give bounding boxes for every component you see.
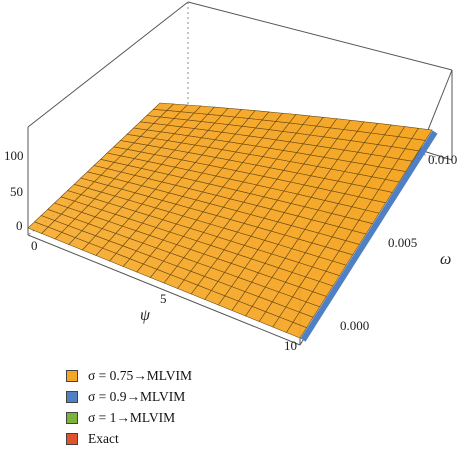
y-axis: 0.000 0.005 0.010 ω — [340, 152, 457, 333]
x-tick-label: 10 — [284, 338, 297, 353]
surface-series-2 — [300, 130, 438, 342]
legend-item: Exact — [66, 429, 192, 449]
surface-mesh — [27, 102, 438, 342]
legend-swatch — [66, 433, 78, 445]
y-tick-label: 0.005 — [388, 235, 417, 250]
z-tick-label: 50 — [10, 184, 23, 199]
z-tick-label: 0 — [16, 218, 23, 233]
legend-label: σ = 0.9→MLVIM — [88, 389, 186, 404]
legend: σ = 0.75→MLVIM σ = 0.9→MLVIM σ = 1→MLVIM… — [66, 366, 192, 450]
y-tick-label: 0.010 — [428, 152, 457, 167]
x-axis: 0 5 10 ψ — [31, 238, 297, 353]
legend-swatch — [66, 412, 78, 424]
legend-item: σ = 0.9→MLVIM — [66, 387, 192, 407]
legend-label: σ = 0.75→MLVIM — [88, 368, 193, 383]
legend-swatch — [66, 370, 78, 382]
legend-item: σ = 0.75→MLVIM — [66, 366, 192, 386]
x-axis-label: ψ — [140, 307, 151, 324]
z-tick-label: 100 — [4, 148, 24, 163]
legend-swatch — [66, 391, 78, 403]
y-axis-label: ω — [440, 251, 451, 268]
y-tick-label: 0.000 — [340, 318, 369, 333]
legend-label: Exact — [88, 431, 119, 446]
x-tick-label: 0 — [31, 238, 38, 253]
surface-patch — [411, 127, 433, 141]
legend-item: σ = 1→MLVIM — [66, 408, 192, 428]
x-tick-label: 5 — [160, 291, 167, 306]
legend-label: σ = 1→MLVIM — [88, 410, 176, 425]
z-axis: 100 50 0 — [4, 148, 24, 233]
